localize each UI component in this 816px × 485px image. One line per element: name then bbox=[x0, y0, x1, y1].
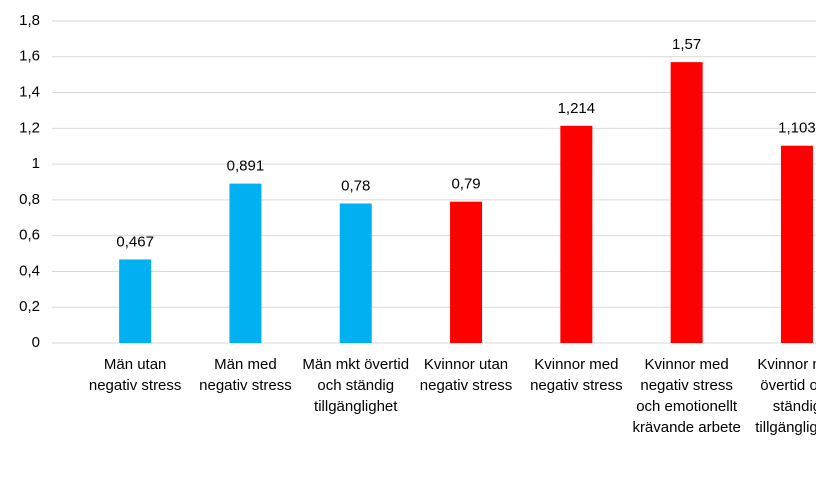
data-label: 0,78 bbox=[341, 177, 370, 194]
y-tick-label: 1,6 bbox=[19, 48, 40, 65]
bar bbox=[670, 62, 703, 344]
y-tick-label: 0,6 bbox=[19, 227, 40, 244]
bar bbox=[229, 183, 262, 343]
y-tick-label: 0 bbox=[32, 334, 40, 351]
data-label: 0,79 bbox=[451, 176, 480, 193]
y-tick-label: 1,2 bbox=[19, 119, 40, 136]
y-tick-label: 1,8 bbox=[19, 12, 40, 29]
bar bbox=[560, 125, 593, 343]
data-label: 0,467 bbox=[116, 233, 154, 250]
x-tick-label: Kvinnor med negativ stress och emotionel… bbox=[632, 356, 741, 436]
x-tick-label: Män mkt övertid och ständig tillgängligh… bbox=[302, 356, 410, 415]
y-tick-label: 0,8 bbox=[19, 191, 40, 208]
bar bbox=[780, 145, 813, 343]
x-tick-label: Män med negativ stress bbox=[199, 356, 292, 394]
y-tick-label: 0,4 bbox=[19, 262, 40, 279]
y-tick-label: 1,4 bbox=[19, 84, 40, 101]
data-label: 1,214 bbox=[558, 100, 596, 117]
x-tick-label: Kvinnor med negativ stress bbox=[530, 356, 623, 394]
y-tick-label: 1 bbox=[32, 155, 40, 172]
x-tick-label: Män utan negativ stress bbox=[88, 356, 182, 394]
data-label: 1,57 bbox=[672, 36, 701, 53]
data-label: 0,891 bbox=[227, 158, 265, 175]
x-tick-label: Kvinnor mkt övertid och ständig tillgäng… bbox=[755, 356, 816, 436]
bar bbox=[339, 203, 372, 343]
data-label: 1,103 bbox=[778, 120, 816, 137]
bar bbox=[119, 259, 152, 343]
bar bbox=[450, 201, 483, 343]
x-tick-label: Kvinnor utan negativ stress bbox=[419, 356, 513, 394]
y-tick-label: 0,2 bbox=[19, 298, 40, 315]
